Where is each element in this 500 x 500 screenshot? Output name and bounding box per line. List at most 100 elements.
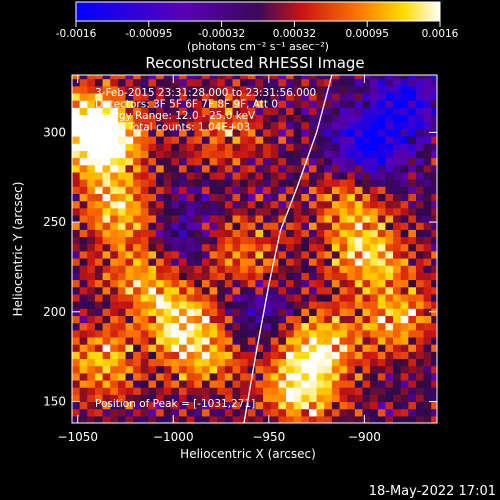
heatmap-cell — [171, 236, 180, 245]
heatmap-cell — [186, 301, 195, 309]
heatmap-cell — [94, 207, 104, 216]
heatmap-cell — [339, 301, 348, 309]
heatmap-cell — [324, 78, 333, 87]
heatmap-cell — [79, 308, 88, 316]
heatmap-cell — [201, 186, 211, 194]
heatmap-cell — [316, 250, 325, 259]
heatmap-cell — [125, 329, 134, 338]
heatmap-cell — [156, 186, 165, 194]
heatmap-cell — [156, 75, 165, 80]
heatmap-cell — [270, 401, 279, 410]
heatmap-cell — [102, 200, 111, 209]
heatmap-cell — [301, 372, 310, 381]
heatmap-cell — [171, 387, 180, 395]
heatmap-cell — [247, 164, 257, 173]
heatmap-cell — [217, 236, 226, 245]
heatmap-cell — [308, 78, 318, 87]
heatmap-cell — [247, 293, 257, 302]
heatmap-cell — [370, 171, 379, 180]
heatmap-cell — [347, 250, 356, 259]
heatmap-cell — [331, 372, 341, 381]
heatmap-cell — [370, 344, 379, 352]
heatmap-cell — [339, 222, 348, 230]
heatmap-cell — [400, 401, 409, 410]
heatmap-cell — [393, 236, 402, 245]
heatmap-cell — [377, 257, 387, 266]
heatmap-cell — [270, 279, 279, 288]
heatmap-cell — [316, 286, 325, 295]
heatmap-cell — [408, 164, 417, 173]
heatmap-cell — [308, 229, 318, 238]
heatmap-cell — [301, 265, 310, 273]
heatmap-cell — [171, 322, 180, 331]
heatmap-cell — [133, 415, 142, 423]
heatmap-cell — [148, 415, 157, 423]
heatmap-cell — [308, 351, 318, 360]
heatmap-cell — [347, 243, 356, 252]
heatmap-cell — [209, 171, 218, 180]
heatmap-cell — [263, 75, 272, 80]
heatmap-cell — [385, 279, 394, 288]
heatmap-cell — [110, 222, 119, 230]
heatmap-cell — [331, 222, 341, 230]
heatmap-cell — [224, 157, 234, 166]
heatmap-cell — [301, 222, 310, 230]
heatmap-cell — [148, 372, 157, 381]
heatmap-cell — [370, 179, 379, 187]
x-tick-label: −900 — [348, 430, 381, 444]
heatmap-cell — [148, 78, 157, 87]
heatmap-cell — [186, 401, 195, 410]
heatmap-cell — [324, 92, 333, 101]
heatmap-cell — [171, 358, 180, 367]
heatmap-cell — [408, 200, 417, 209]
heatmap-cell — [133, 379, 142, 388]
heatmap-cell — [87, 164, 96, 173]
heatmap-cell — [331, 78, 341, 87]
heatmap-cell — [79, 164, 88, 173]
heatmap-cell — [140, 78, 150, 87]
heatmap-cell — [117, 236, 127, 245]
heatmap-cell — [224, 286, 234, 295]
heatmap-cell — [79, 379, 88, 388]
heatmap-cell — [400, 229, 409, 238]
heatmap-cell — [415, 107, 425, 116]
heatmap-cell — [316, 344, 325, 352]
heatmap-cell — [347, 272, 356, 281]
heatmap-cell — [308, 179, 318, 187]
heatmap-cell — [209, 179, 218, 187]
heatmap-cell — [194, 394, 203, 403]
heatmap-cell — [263, 293, 272, 302]
heatmap-cell — [171, 114, 180, 123]
heatmap-cell — [400, 222, 409, 230]
heatmap-cell — [201, 157, 211, 166]
heatmap-cell — [156, 250, 165, 259]
heatmap-cell — [125, 150, 134, 159]
heatmap-cell — [247, 315, 257, 324]
heatmap-cell — [186, 207, 195, 216]
heatmap-cell — [431, 394, 437, 403]
heatmap-cell — [94, 92, 104, 101]
heatmap-cell — [293, 135, 302, 144]
heatmap-cell — [347, 75, 356, 80]
heatmap-cell — [408, 408, 417, 417]
heatmap-cell — [201, 92, 211, 101]
heatmap-cell — [217, 222, 226, 230]
heatmap-cell — [423, 372, 432, 381]
heatmap-cell — [270, 179, 279, 187]
heatmap-cell — [301, 301, 310, 309]
heatmap-cell — [278, 408, 287, 417]
heatmap-cell — [110, 236, 119, 245]
heatmap-cell — [79, 222, 88, 230]
heatmap-cell — [171, 344, 180, 352]
heatmap-cell — [331, 379, 341, 388]
heatmap-cell — [270, 78, 279, 87]
heatmap-cell — [72, 293, 81, 302]
heatmap-cell — [316, 75, 325, 80]
heatmap-cell — [102, 365, 111, 374]
heatmap-cell — [354, 157, 364, 166]
heatmap-cell — [110, 301, 119, 309]
heatmap-cell — [431, 114, 437, 123]
heatmap-cell — [201, 75, 211, 80]
heatmap-cell — [408, 257, 417, 266]
